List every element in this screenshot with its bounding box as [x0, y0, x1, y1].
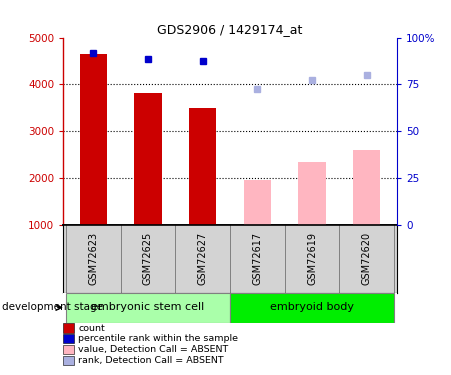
Text: GSM72619: GSM72619: [307, 232, 317, 285]
Bar: [66, 292, 230, 322]
Text: GSM72620: GSM72620: [362, 232, 372, 285]
Text: development stage: development stage: [2, 303, 103, 312]
Bar: [353, 150, 381, 225]
Text: GSM72623: GSM72623: [88, 232, 98, 285]
Text: percentile rank within the sample: percentile rank within the sample: [78, 334, 238, 344]
Text: GSM72617: GSM72617: [253, 232, 262, 285]
Text: GSM72627: GSM72627: [198, 232, 207, 285]
Title: GDS2906 / 1429174_at: GDS2906 / 1429174_at: [157, 23, 303, 36]
Bar: [244, 180, 271, 225]
Text: rank, Detection Call = ABSENT: rank, Detection Call = ABSENT: [78, 356, 224, 365]
Bar: [134, 93, 161, 225]
Text: value, Detection Call = ABSENT: value, Detection Call = ABSENT: [78, 345, 228, 354]
Bar: [299, 162, 326, 225]
Bar: [230, 292, 394, 322]
Bar: [79, 54, 107, 225]
Bar: [189, 108, 216, 225]
Text: GSM72625: GSM72625: [143, 232, 153, 285]
Text: embryonic stem cell: embryonic stem cell: [91, 303, 205, 312]
Text: count: count: [78, 324, 105, 333]
Text: embryoid body: embryoid body: [270, 303, 354, 312]
